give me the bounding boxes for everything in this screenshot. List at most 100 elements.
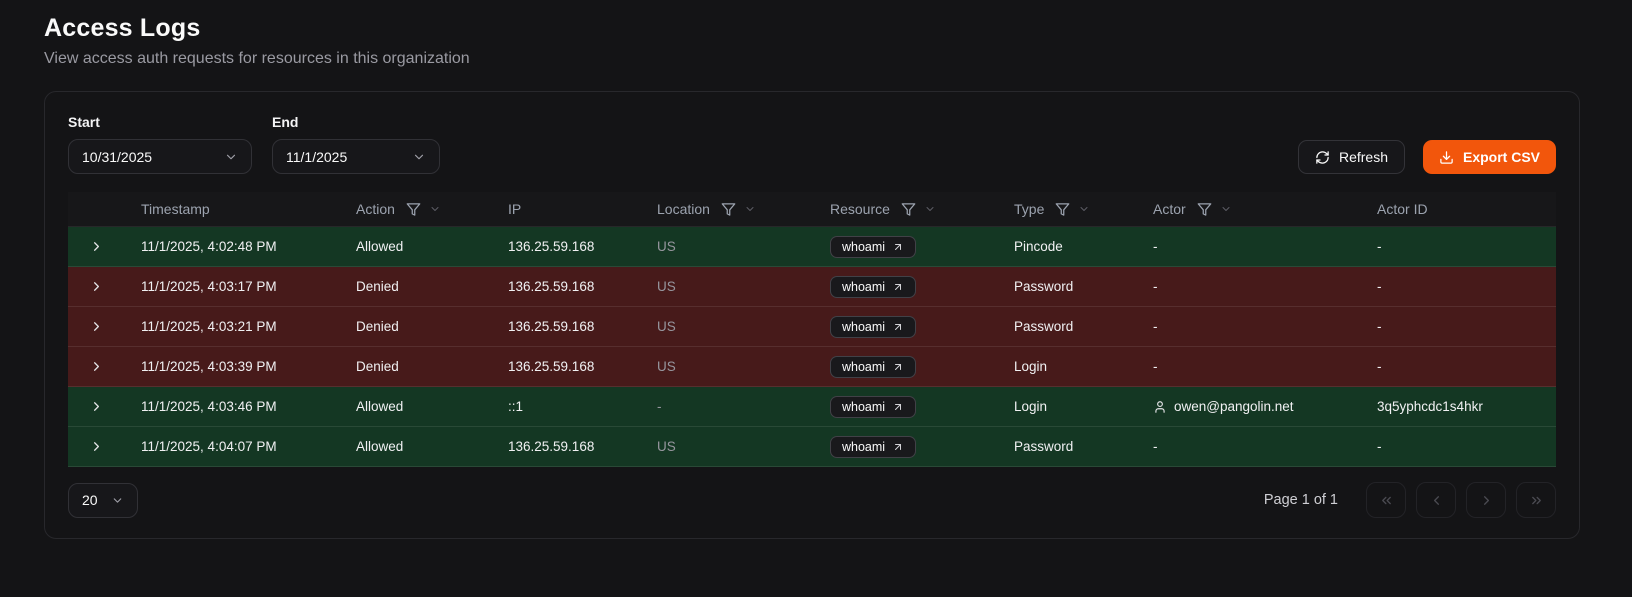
cell-action: Denied bbox=[340, 359, 492, 374]
end-date-value: 11/1/2025 bbox=[286, 148, 348, 165]
cell-ip: 136.25.59.168 bbox=[492, 319, 641, 334]
cell-value-ip: 136.25.59.168 bbox=[508, 359, 595, 374]
resource-link-badge[interactable]: whoami bbox=[830, 435, 917, 458]
actor-filter-button[interactable] bbox=[1197, 202, 1232, 217]
resource-filter-button[interactable] bbox=[901, 202, 936, 217]
cell-value-actor_id: - bbox=[1377, 439, 1382, 454]
cell-value-actor: - bbox=[1153, 319, 1158, 334]
previous-page-button[interactable] bbox=[1416, 482, 1456, 518]
first-page-button[interactable] bbox=[1366, 482, 1406, 518]
refresh-icon bbox=[1315, 150, 1330, 165]
cell-actor_id: - bbox=[1361, 319, 1556, 334]
resource-link-badge[interactable]: whoami bbox=[830, 275, 917, 298]
cell-ip: 136.25.59.168 bbox=[492, 439, 641, 454]
cell-value-action: Denied bbox=[356, 359, 399, 374]
last-page-button[interactable] bbox=[1516, 482, 1556, 518]
table-row: 11/1/2025, 4:03:21 PM Denied 136.25.59.168… bbox=[68, 307, 1556, 347]
cell-location: - bbox=[641, 399, 814, 414]
column-header-actor_id: Actor ID bbox=[1361, 201, 1556, 217]
column-header-label: Action bbox=[356, 201, 395, 217]
expand-row-button[interactable] bbox=[85, 315, 108, 338]
end-date-label: End bbox=[272, 114, 299, 130]
expand-row-button[interactable] bbox=[85, 275, 108, 298]
location-filter-button[interactable] bbox=[721, 202, 756, 217]
actor-email: owen@pangolin.net bbox=[1174, 399, 1294, 414]
chevron-right-icon bbox=[1479, 493, 1494, 508]
column-header-label: Actor bbox=[1153, 201, 1186, 217]
cell-value-actor_id: - bbox=[1377, 239, 1382, 254]
cell-value-location: US bbox=[657, 439, 676, 454]
cell-value-timestamp: 11/1/2025, 4:04:07 PM bbox=[141, 439, 277, 454]
expander-cell bbox=[68, 355, 125, 378]
refresh-button[interactable]: Refresh bbox=[1297, 140, 1405, 174]
cell-actor_id: - bbox=[1361, 439, 1556, 454]
end-date-select[interactable]: 11/1/2025 bbox=[272, 139, 440, 174]
chevron-down-icon bbox=[744, 203, 756, 215]
cell-value-actor_id: - bbox=[1377, 319, 1382, 334]
cell-value-ip: 136.25.59.168 bbox=[508, 439, 595, 454]
cell-resource: whoami bbox=[814, 435, 998, 458]
resource-link-badge[interactable]: whoami bbox=[830, 315, 917, 338]
cell-value-actor: - bbox=[1153, 359, 1158, 374]
cell-location: US bbox=[641, 279, 814, 294]
chevrons-right-icon bbox=[1529, 493, 1544, 508]
cell-value-location: - bbox=[657, 399, 662, 414]
action-filter-button[interactable] bbox=[406, 202, 441, 217]
cell-value-type: Login bbox=[1014, 359, 1048, 374]
column-header-location: Location bbox=[641, 201, 814, 217]
cell-action: Denied bbox=[340, 319, 492, 334]
resource-name: whoami bbox=[842, 279, 886, 294]
page-size-select[interactable]: 20 bbox=[68, 482, 138, 518]
table-row: 11/1/2025, 4:03:39 PM Denied 136.25.59.168… bbox=[68, 347, 1556, 387]
cell-value-actor_id: - bbox=[1377, 279, 1382, 294]
cell-value-location: US bbox=[657, 359, 676, 374]
next-page-button[interactable] bbox=[1466, 482, 1506, 518]
export-csv-button-label: Export CSV bbox=[1462, 149, 1540, 165]
resource-link-badge[interactable]: whoami bbox=[830, 395, 917, 418]
start-date-select[interactable]: 10/31/2025 bbox=[68, 139, 252, 174]
end-date-field: End 11/1/2025 bbox=[272, 114, 440, 174]
expand-row-button[interactable] bbox=[85, 355, 108, 378]
cell-value-timestamp: 11/1/2025, 4:03:46 PM bbox=[141, 399, 277, 414]
column-header-ip: IP bbox=[492, 201, 641, 217]
cell-value-actor_id: 3q5yphcdc1s4hkr bbox=[1377, 399, 1483, 414]
funnel-icon bbox=[406, 202, 421, 217]
cell-actor: - bbox=[1137, 279, 1361, 294]
column-header-label: Timestamp bbox=[141, 201, 210, 217]
pagination: Page 1 of 1 bbox=[1264, 482, 1556, 518]
expander-cell bbox=[68, 275, 125, 298]
cell-type: Login bbox=[998, 399, 1137, 414]
resource-link-badge[interactable]: whoami bbox=[830, 355, 917, 378]
access-logs-page: Access Logs View access auth requests fo… bbox=[44, 14, 1580, 539]
cell-timestamp: 11/1/2025, 4:03:17 PM bbox=[125, 279, 340, 294]
user-icon bbox=[1153, 400, 1167, 414]
arrow-up-right-icon bbox=[892, 241, 904, 253]
type-filter-button[interactable] bbox=[1055, 202, 1090, 217]
start-date-field: Start 10/31/2025 bbox=[68, 114, 252, 174]
arrow-up-right-icon bbox=[892, 401, 904, 413]
export-csv-button[interactable]: Export CSV bbox=[1422, 140, 1556, 174]
column-header-timestamp: Timestamp bbox=[125, 201, 340, 217]
cell-value-action: Denied bbox=[356, 279, 399, 294]
expander-cell bbox=[68, 435, 125, 458]
cell-actor: - bbox=[1137, 359, 1361, 374]
cell-value-timestamp: 11/1/2025, 4:03:21 PM bbox=[141, 319, 277, 334]
chevron-right-icon bbox=[89, 239, 104, 254]
resource-link-badge[interactable]: whoami bbox=[830, 235, 917, 258]
cell-resource: whoami bbox=[814, 355, 998, 378]
actor-identity: owen@pangolin.net bbox=[1153, 399, 1294, 414]
expand-row-button[interactable] bbox=[85, 235, 108, 258]
chevron-down-icon bbox=[111, 494, 124, 507]
table-row: 11/1/2025, 4:04:07 PM Allowed 136.25.59.16… bbox=[68, 427, 1556, 467]
expand-row-button[interactable] bbox=[85, 395, 108, 418]
page-title: Access Logs bbox=[44, 14, 201, 42]
cell-actor: - bbox=[1137, 319, 1361, 334]
chevron-down-icon bbox=[924, 203, 936, 215]
cell-value-ip: 136.25.59.168 bbox=[508, 279, 595, 294]
download-icon bbox=[1439, 150, 1454, 165]
table-row: 11/1/2025, 4:02:48 PM Allowed 136.25.59.16… bbox=[68, 227, 1556, 267]
expand-row-button[interactable] bbox=[85, 435, 108, 458]
cell-value-timestamp: 11/1/2025, 4:03:17 PM bbox=[141, 279, 277, 294]
cell-actor_id: - bbox=[1361, 279, 1556, 294]
cell-ip: 136.25.59.168 bbox=[492, 359, 641, 374]
